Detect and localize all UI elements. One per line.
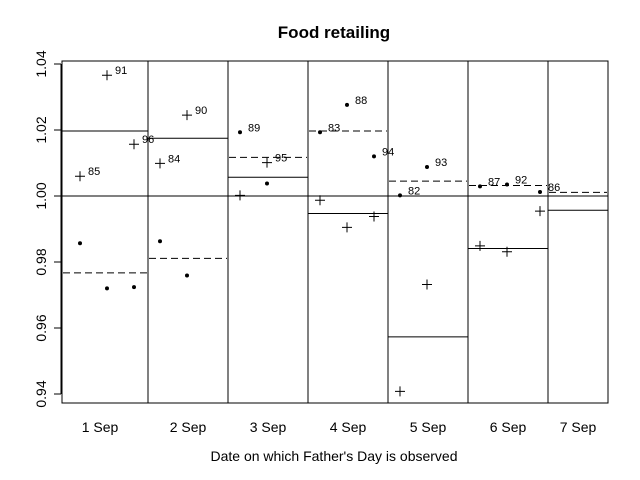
y-tick-label: 1.00 <box>33 182 49 209</box>
point-label: 83 <box>328 122 340 134</box>
y-tick-label: 0.96 <box>33 314 49 341</box>
dot-point <box>265 181 269 186</box>
point-label: 92 <box>515 174 527 186</box>
x-tick-label: 7 Sep <box>560 419 597 435</box>
plus-point <box>475 240 485 251</box>
plus-point <box>235 190 245 201</box>
chart-title: Food retailing <box>278 23 390 42</box>
x-tick-label: 4 Sep <box>330 419 367 435</box>
point-label: 85 <box>88 166 100 178</box>
point-label: 88 <box>355 95 367 107</box>
dot-point <box>158 239 162 244</box>
point-label: 84 <box>168 153 180 165</box>
point-label: 96 <box>142 134 154 146</box>
dot-point <box>372 154 376 159</box>
plus-point <box>369 211 379 222</box>
dot-point <box>478 184 482 189</box>
x-axis-label: Date on which Father's Day is observed <box>210 448 457 464</box>
dot-point <box>538 190 542 195</box>
plus-point <box>129 139 139 150</box>
dot-point <box>345 102 349 107</box>
plot-frame <box>61 60 609 404</box>
point-label: 90 <box>195 105 207 117</box>
plus-point <box>502 246 512 257</box>
y-tick-label: 1.02 <box>33 116 49 143</box>
point-label: 93 <box>435 157 447 169</box>
plus-point <box>262 157 272 168</box>
plus-point <box>315 195 325 206</box>
point-label: 86 <box>548 182 560 194</box>
dot-point <box>505 182 509 187</box>
plus-point <box>102 70 112 81</box>
plus-point <box>155 158 165 169</box>
plus-point <box>422 279 432 290</box>
plus-point <box>395 386 405 397</box>
point-label: 95 <box>275 153 287 165</box>
dot-point <box>425 164 429 169</box>
x-tick-label: 5 Sep <box>410 419 447 435</box>
x-tick-label: 6 Sep <box>490 419 527 435</box>
y-tick-label: 0.94 <box>33 380 49 407</box>
dot-point <box>132 285 136 290</box>
dot-point <box>238 130 242 135</box>
point-label: 82 <box>408 185 420 197</box>
dot-point <box>78 241 82 246</box>
plus-point <box>75 171 85 182</box>
plus-point <box>342 222 352 233</box>
dot-point <box>398 193 402 198</box>
y-tick-label: 1.04 <box>33 50 49 77</box>
dot-point <box>185 273 189 278</box>
y-tick-label: 0.98 <box>33 248 49 275</box>
point-label: 89 <box>248 122 260 134</box>
dot-point <box>105 286 109 291</box>
point-label: 94 <box>382 146 394 158</box>
plus-point <box>535 206 545 217</box>
point-label: 87 <box>488 176 500 188</box>
x-tick-label: 1 Sep <box>82 419 119 435</box>
point-label: 91 <box>115 65 127 77</box>
plus-point <box>182 110 192 121</box>
x-tick-label: 3 Sep <box>250 419 287 435</box>
x-tick-label: 2 Sep <box>170 419 207 435</box>
dot-point <box>318 130 322 135</box>
